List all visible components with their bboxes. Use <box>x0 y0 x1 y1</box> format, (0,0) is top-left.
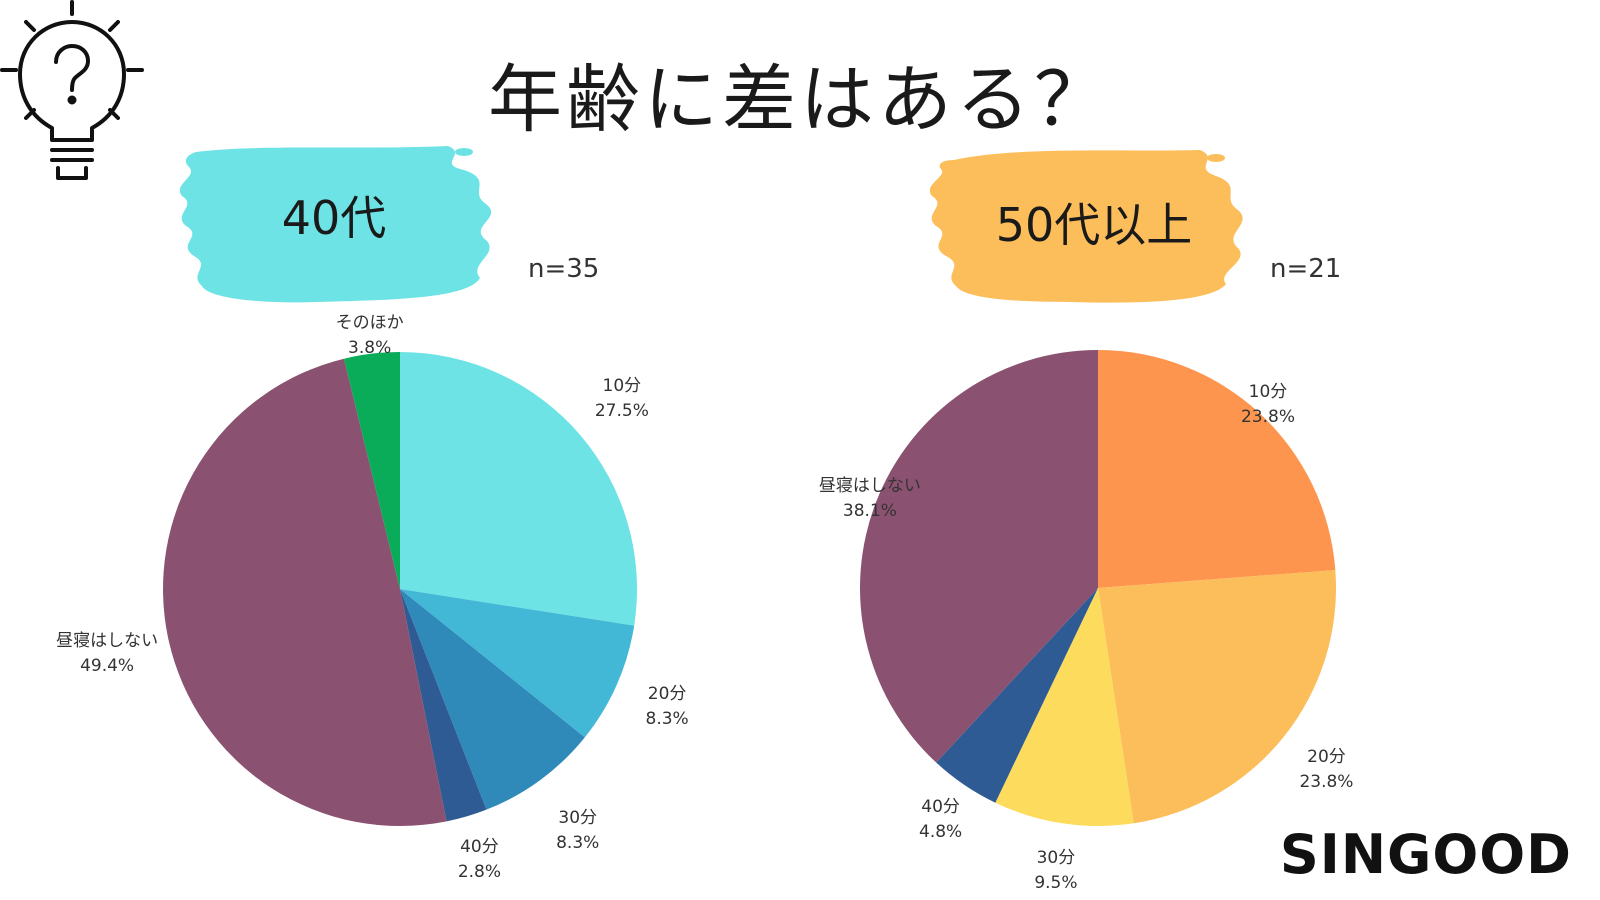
slice-category: 40分 <box>921 796 960 817</box>
pie-slice-1-3 <box>936 588 1098 803</box>
pie-label-1-1: 20分 23.8% <box>1299 745 1353 795</box>
slice-percent: 4.8% <box>919 821 963 842</box>
badge-brush-shape <box>179 146 492 303</box>
slice-category: 40分 <box>460 836 499 857</box>
slice-percent: 38.1% <box>842 500 897 521</box>
lightbulb-question-icon <box>0 0 144 180</box>
pie-label-0-2: 30分 8.3% <box>556 806 599 856</box>
pie-label-0-0: 10分 27.5% <box>595 374 649 424</box>
slice-percent: 9.5% <box>1034 872 1078 893</box>
slice-category: 20分 <box>647 683 687 704</box>
slice-category: そのほか <box>335 312 404 333</box>
pie-label-1-4: 昼寝はしない 38.1% <box>819 474 921 524</box>
slice-percent: 8.3% <box>556 832 600 853</box>
pie-slice-1-4 <box>860 350 1098 763</box>
slice-category: 20分 <box>1307 746 1346 767</box>
sample-size-40s: n=35 <box>528 254 600 284</box>
pie-label-0-4: 昼寝はしない 49.4% <box>56 629 158 679</box>
pie-label-1-0: 10分 23.8% <box>1241 380 1295 430</box>
pie-slice-0-2 <box>400 589 585 810</box>
pie-label-0-3: 40分 2.8% <box>458 835 501 885</box>
sample-size-50s: n=21 <box>1270 254 1342 284</box>
pie-label-0-1: 20分 8.3% <box>646 682 689 732</box>
slice-percent: 49.4% <box>80 655 135 676</box>
slice-percent: 3.8% <box>348 337 392 358</box>
group-label-40s: 40代 <box>281 191 387 245</box>
pie-slice-1-0 <box>1098 350 1336 588</box>
pie-slice-1-2 <box>995 588 1134 826</box>
page-title: 年齢に差はある？ <box>488 57 1112 143</box>
slice-percent: 2.8% <box>457 861 502 882</box>
pie-slice-0-3 <box>400 589 487 822</box>
slice-category: 30分 <box>558 807 598 828</box>
slice-category: 10分 <box>1248 381 1288 402</box>
pie-slice-0-4 <box>163 358 447 826</box>
pie-slice-0-5 <box>344 352 400 589</box>
slice-percent: 8.3% <box>645 708 689 729</box>
group-label-50s: 50代以上 <box>995 198 1193 252</box>
pie-label-1-2: 30分 9.5% <box>1034 846 1077 896</box>
slice-category: 30分 <box>1036 847 1076 868</box>
group-badge-40s <box>179 146 492 303</box>
slice-percent: 23.8% <box>1240 406 1295 427</box>
pie-slice-0-1 <box>400 589 635 738</box>
slice-percent: 23.8% <box>1299 771 1354 792</box>
group-badge-50s <box>929 150 1243 303</box>
slice-category: 10分 <box>602 376 642 397</box>
slice-category: 昼寝はしない <box>56 630 159 651</box>
brand-logo-text: SINGOOD <box>1279 823 1572 886</box>
slice-percent: 27.5% <box>594 401 649 422</box>
pie-label-0-5: そのほか 3.8% <box>336 311 404 361</box>
badge-brush-shape <box>929 150 1243 303</box>
pie-label-1-3: 40分 4.8% <box>919 795 962 845</box>
slice-category: 昼寝はしない <box>818 475 921 496</box>
